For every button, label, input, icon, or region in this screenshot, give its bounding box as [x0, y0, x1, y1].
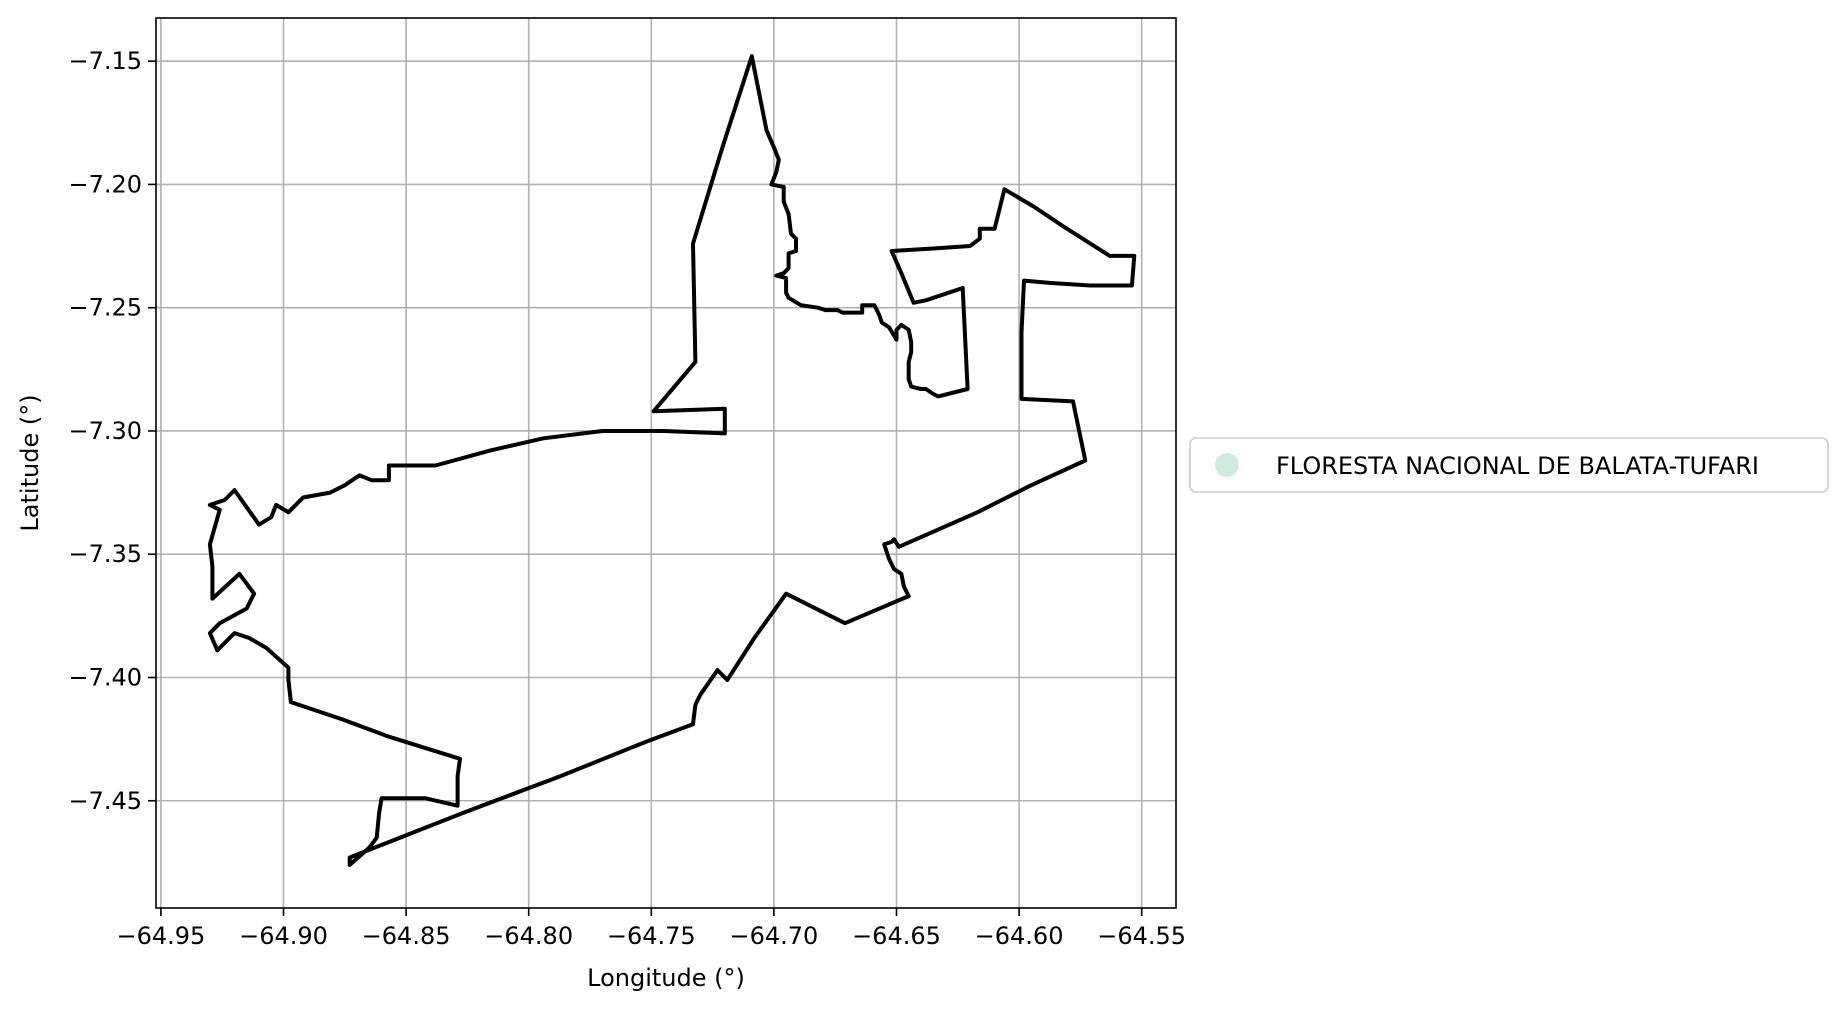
legend-label: FLORESTA NACIONAL DE BALATA-TUFARI	[1276, 452, 1759, 480]
y-axis-ticks: −7.15 −7.20 −7.25 −7.30 −7.35 −7.40 −7.45	[68, 47, 156, 815]
x-tick-label: −64.60	[975, 922, 1064, 950]
y-axis-label: Latitude (°)	[16, 394, 44, 531]
y-tick-label: −7.20	[68, 170, 142, 198]
x-tick-label: −64.95	[116, 922, 205, 950]
x-tick-label: −64.65	[852, 922, 941, 950]
x-tick-label: −64.55	[1097, 922, 1186, 950]
y-tick-label: −7.30	[68, 417, 142, 445]
y-tick-label: −7.40	[68, 663, 142, 691]
x-tick-label: −64.75	[607, 922, 696, 950]
grid-lines	[156, 18, 1176, 908]
x-tick-label: −64.85	[362, 922, 451, 950]
legend-box	[1189, 437, 1829, 493]
forest-boundary-polygon	[207, 54, 1137, 867]
x-tick-label: −64.90	[239, 922, 328, 950]
x-tick-label: −64.70	[729, 922, 818, 950]
y-tick-label: −7.45	[68, 787, 142, 815]
x-axis-ticks: −64.95 −64.90 −64.85 −64.80 −64.75 −64.70 −64.…	[116, 908, 1186, 950]
legend: FLORESTA NACIONAL DE BALATA-TUFARI	[1189, 437, 1829, 493]
plot-frame	[155, 17, 1177, 909]
y-tick-label: −7.25	[68, 294, 142, 322]
y-tick-label: −7.35	[68, 540, 142, 568]
x-tick-label: −64.80	[484, 922, 573, 950]
x-axis-label: Longitude (°)	[587, 964, 745, 992]
y-tick-label: −7.15	[68, 47, 142, 75]
legend-marker-icon	[1215, 453, 1239, 477]
